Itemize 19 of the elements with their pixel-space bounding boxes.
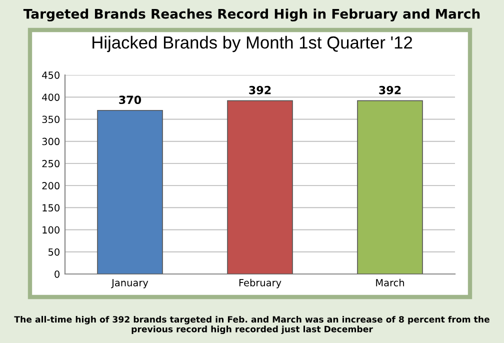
chart-title: Targeted Brands Reaches Record High in February and March <box>23 8 480 22</box>
data-label: 370 <box>119 96 142 104</box>
y-tick-label: 150 <box>42 204 60 212</box>
y-tick-label: 350 <box>42 116 60 124</box>
x-tick-label: January <box>111 279 148 288</box>
x-tick-label: February <box>239 278 282 288</box>
y-tick-label: 0 <box>54 270 60 278</box>
y-tick-label: 300 <box>42 138 60 146</box>
x-tick-label: March <box>376 278 404 286</box>
chart-subtitle: Hijacked Brands by Month 1st Quarter '12 <box>92 36 412 52</box>
y-tick-label: 450 <box>42 71 60 79</box>
y-tick-label: 100 <box>42 226 60 234</box>
y-tick-label: 200 <box>42 182 60 190</box>
data-label: 392 <box>379 86 401 94</box>
y-tick-label: 250 <box>42 160 60 168</box>
text: The all-time high of 392 brands targeted in Feb. and March was an increase of 8 percent from the previous record high recorded just last December <box>14 316 490 334</box>
y-tick-label: 50 <box>48 248 60 256</box>
data-label: 392 <box>249 86 271 94</box>
y-tick-label: 400 <box>42 94 60 101</box>
